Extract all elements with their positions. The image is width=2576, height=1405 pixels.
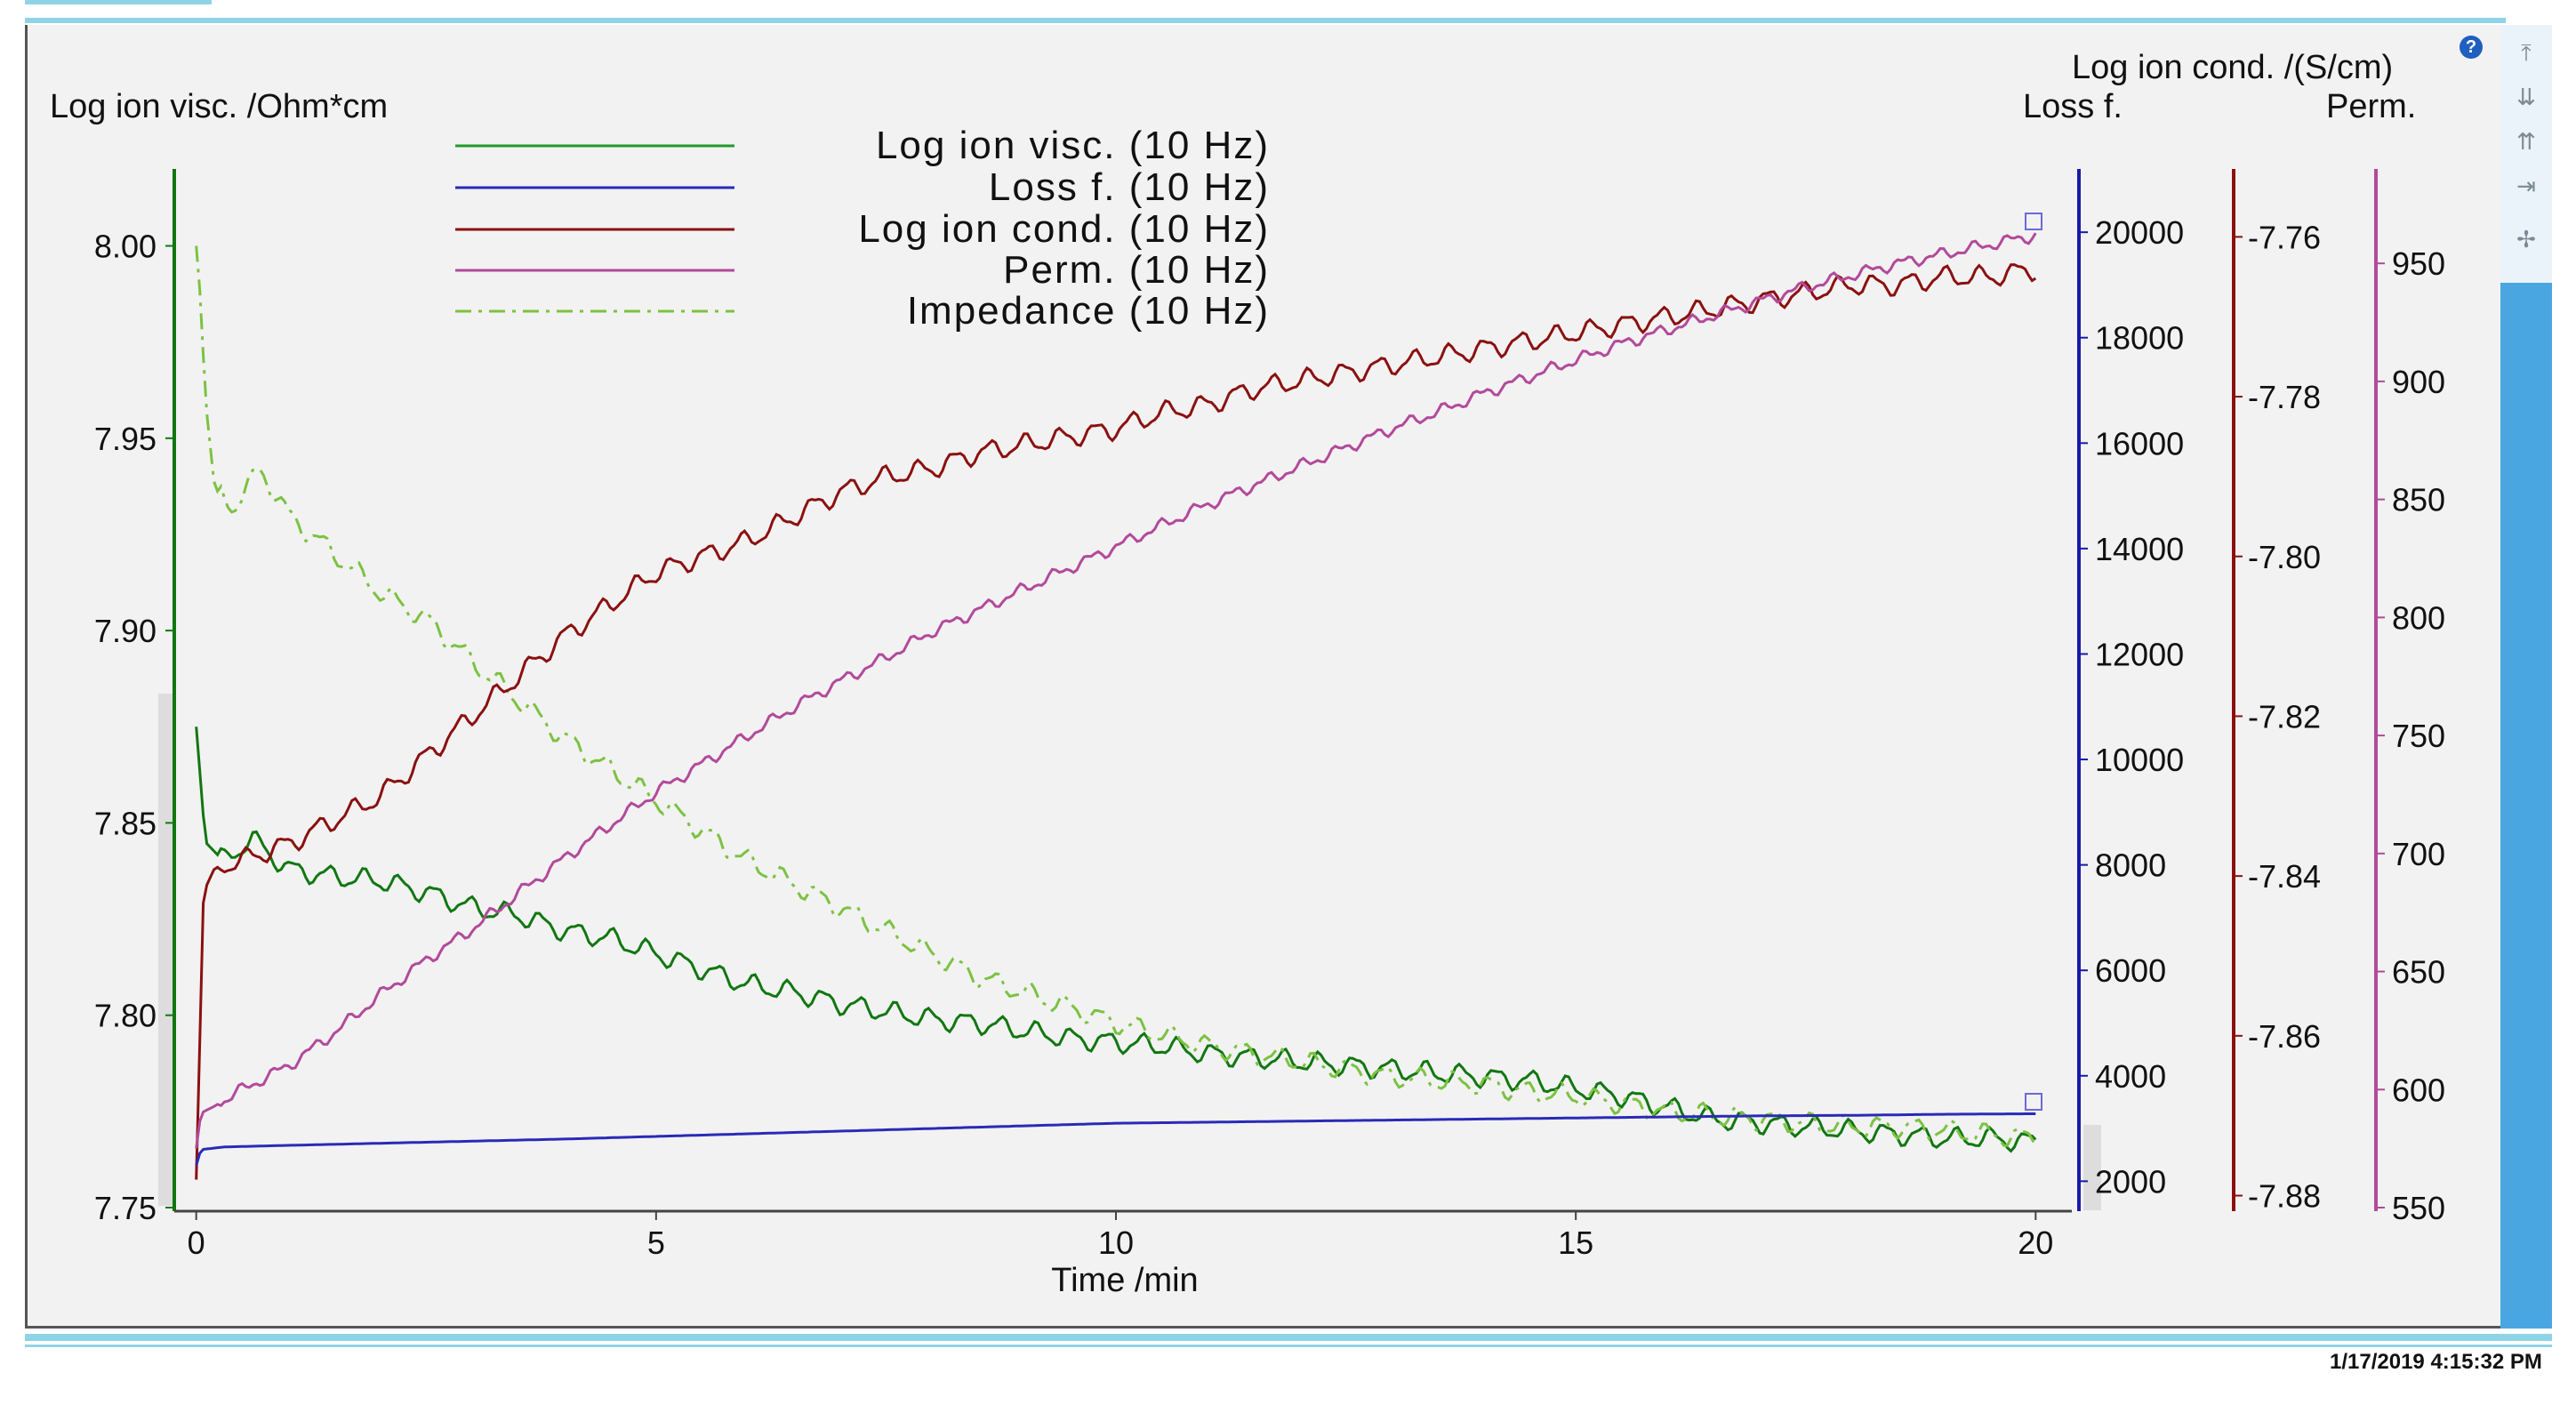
perm-tick-label: 550 xyxy=(2392,1190,2445,1226)
series-line-log-ion-visc-10-hz xyxy=(195,727,2037,1153)
legend: Log ion visc. (10 Hz) Loss f. (10 Hz) Lo… xyxy=(455,124,1270,333)
cond-axis-title: Log ion cond. /(S/cm) xyxy=(2072,49,2393,86)
chart-toolbar xyxy=(2500,25,2552,283)
perm-tick-label: 700 xyxy=(2392,836,2445,872)
legend-label-cond: Log ion cond. (10 Hz) xyxy=(858,207,1270,251)
cond-tick-label: -7.80 xyxy=(2248,539,2321,575)
perm-tick-label: 800 xyxy=(2392,599,2445,636)
visc-tick-label: 8.00 xyxy=(94,229,156,265)
loss-tick-label: 2000 xyxy=(2095,1163,2166,1200)
series-line-loss-f-10-hz xyxy=(195,1112,2036,1167)
end-marker-cond[interactable] xyxy=(2025,213,2042,230)
perm-tick-label: 850 xyxy=(2392,482,2445,518)
perm-axis-title: Perm. xyxy=(2326,88,2416,125)
x-tick-label: 15 xyxy=(1558,1224,1593,1261)
legend-label-visc: Log ion visc. (10 Hz) xyxy=(876,124,1270,167)
top-border xyxy=(25,18,2506,23)
cond-tick-label: -7.76 xyxy=(2248,219,2321,255)
series-line-impedance-10-hz xyxy=(195,245,2037,1148)
end-marker-loss[interactable] xyxy=(2025,1093,2042,1111)
top-border-accent xyxy=(25,0,212,4)
x-tick-label: 20 xyxy=(2018,1224,2053,1261)
cond-tick-label: -7.78 xyxy=(2248,379,2321,415)
legend-label-impedance: Impedance (10 Hz) xyxy=(907,289,1270,333)
bottom-border-line xyxy=(25,1345,2552,1347)
pan-icon[interactable]: ⇥ xyxy=(2516,173,2536,199)
right-scroll-track xyxy=(2083,1125,2101,1210)
perm-tick-label: 750 xyxy=(2392,718,2445,754)
cond-tick-label: -7.88 xyxy=(2248,1178,2321,1215)
series-line-log-ion-cond-10-hz xyxy=(195,263,2037,1180)
zoom-in-icon[interactable]: ⇊ xyxy=(2516,84,2536,110)
loss-tick-label: 6000 xyxy=(2095,952,2166,989)
perm-tick-label: 900 xyxy=(2392,364,2445,400)
zoom-reset-icon[interactable]: ⤒ xyxy=(2521,39,2532,66)
loss-tick-label: 18000 xyxy=(2095,320,2184,357)
x-tick-label: 5 xyxy=(647,1224,665,1261)
help-icon[interactable]: ? xyxy=(2460,36,2483,59)
series-line-perm-10-hz xyxy=(195,232,2037,1149)
loss-tick-label: 4000 xyxy=(2095,1058,2166,1095)
cond-tick-label: -7.82 xyxy=(2248,698,2321,735)
cond-tick-label: -7.86 xyxy=(2248,1018,2321,1055)
visc-tick-label: 7.95 xyxy=(94,421,156,457)
zoom-out-icon[interactable]: ⇈ xyxy=(2516,128,2536,155)
visc-tick-label: 7.75 xyxy=(94,1190,156,1226)
loss-tick-label: 12000 xyxy=(2095,636,2184,672)
legend-label-loss: Loss f. (10 Hz) xyxy=(989,165,1270,209)
visc-tick-label: 7.90 xyxy=(94,613,156,649)
perm-tick-label: 950 xyxy=(2392,245,2445,282)
x-tick-label: 0 xyxy=(188,1224,205,1261)
timestamp: 1/17/2019 4:15:32 PM xyxy=(2330,1350,2542,1374)
visc-tick-label: 7.85 xyxy=(94,805,156,841)
perm-tick-label: 600 xyxy=(2392,1072,2445,1108)
cursor-icon[interactable]: ✢ xyxy=(2516,226,2536,253)
loss-tick-label: 8000 xyxy=(2095,847,2166,884)
loss-tick-label: 14000 xyxy=(2095,531,2184,567)
legend-label-perm: Perm. (10 Hz) xyxy=(1003,248,1270,292)
visc-tick-label: 7.80 xyxy=(94,998,156,1034)
x-tick-label: 10 xyxy=(1098,1224,1134,1261)
cond-tick-label: -7.84 xyxy=(2248,858,2321,895)
perm-tick-label: 650 xyxy=(2392,954,2445,991)
left-scroll-track xyxy=(158,694,173,1206)
x-axis-title: Time /min xyxy=(1051,1262,1198,1299)
bottom-border xyxy=(25,1334,2552,1341)
loss-tick-label: 16000 xyxy=(2095,425,2184,462)
loss-tick-label: 20000 xyxy=(2095,214,2184,251)
visc-axis-title: Log ion visc. /Ohm*cm xyxy=(50,88,388,125)
plot-area xyxy=(178,169,2054,1209)
loss-axis-title: Loss f. xyxy=(2023,88,2123,125)
loss-tick-label: 10000 xyxy=(2095,742,2184,778)
